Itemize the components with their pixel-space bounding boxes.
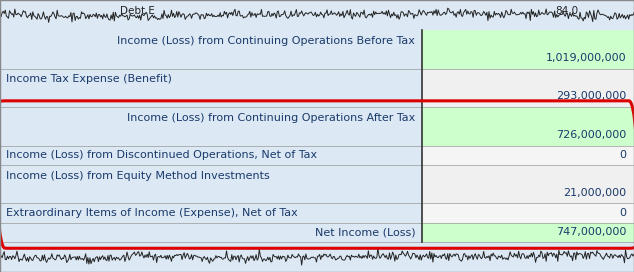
Bar: [422, 223, 634, 242]
Bar: [422, 203, 634, 223]
Text: Income (Loss) from Equity Method Investments: Income (Loss) from Equity Method Investm…: [6, 171, 270, 181]
Text: Income (Loss) from Discontinued Operations, Net of Tax: Income (Loss) from Discontinued Operatio…: [6, 150, 318, 160]
Bar: [0, 203, 422, 223]
Bar: [422, 107, 634, 146]
Bar: [422, 146, 634, 165]
Text: Income (Loss) from Continuing Operations After Tax: Income (Loss) from Continuing Operations…: [127, 113, 415, 123]
Bar: [422, 30, 634, 69]
Text: 21,000,000: 21,000,000: [563, 188, 626, 198]
Bar: [0, 30, 422, 69]
Text: 0: 0: [619, 208, 626, 218]
Bar: [0, 69, 422, 107]
Bar: [422, 69, 634, 107]
Text: 84,0: 84,0: [555, 7, 578, 16]
Text: 726,000,000: 726,000,000: [556, 130, 626, 140]
Bar: [0, 165, 422, 203]
Text: Net Income (Loss): Net Income (Loss): [314, 227, 415, 237]
Text: 1,019,000,000: 1,019,000,000: [546, 53, 626, 63]
Text: 747,000,000: 747,000,000: [556, 227, 626, 237]
Text: Income Tax Expense (Benefit): Income Tax Expense (Benefit): [6, 74, 172, 84]
Bar: [422, 165, 634, 203]
Bar: [0, 146, 422, 165]
Text: Debt E: Debt E: [120, 7, 155, 16]
Bar: [0, 107, 422, 146]
Text: Extraordinary Items of Income (Expense), Net of Tax: Extraordinary Items of Income (Expense),…: [6, 208, 298, 218]
Text: Income (Loss) from Continuing Operations Before Tax: Income (Loss) from Continuing Operations…: [117, 36, 415, 46]
Bar: [0, 223, 422, 242]
Text: 293,000,000: 293,000,000: [556, 91, 626, 101]
Text: 0: 0: [619, 150, 626, 160]
